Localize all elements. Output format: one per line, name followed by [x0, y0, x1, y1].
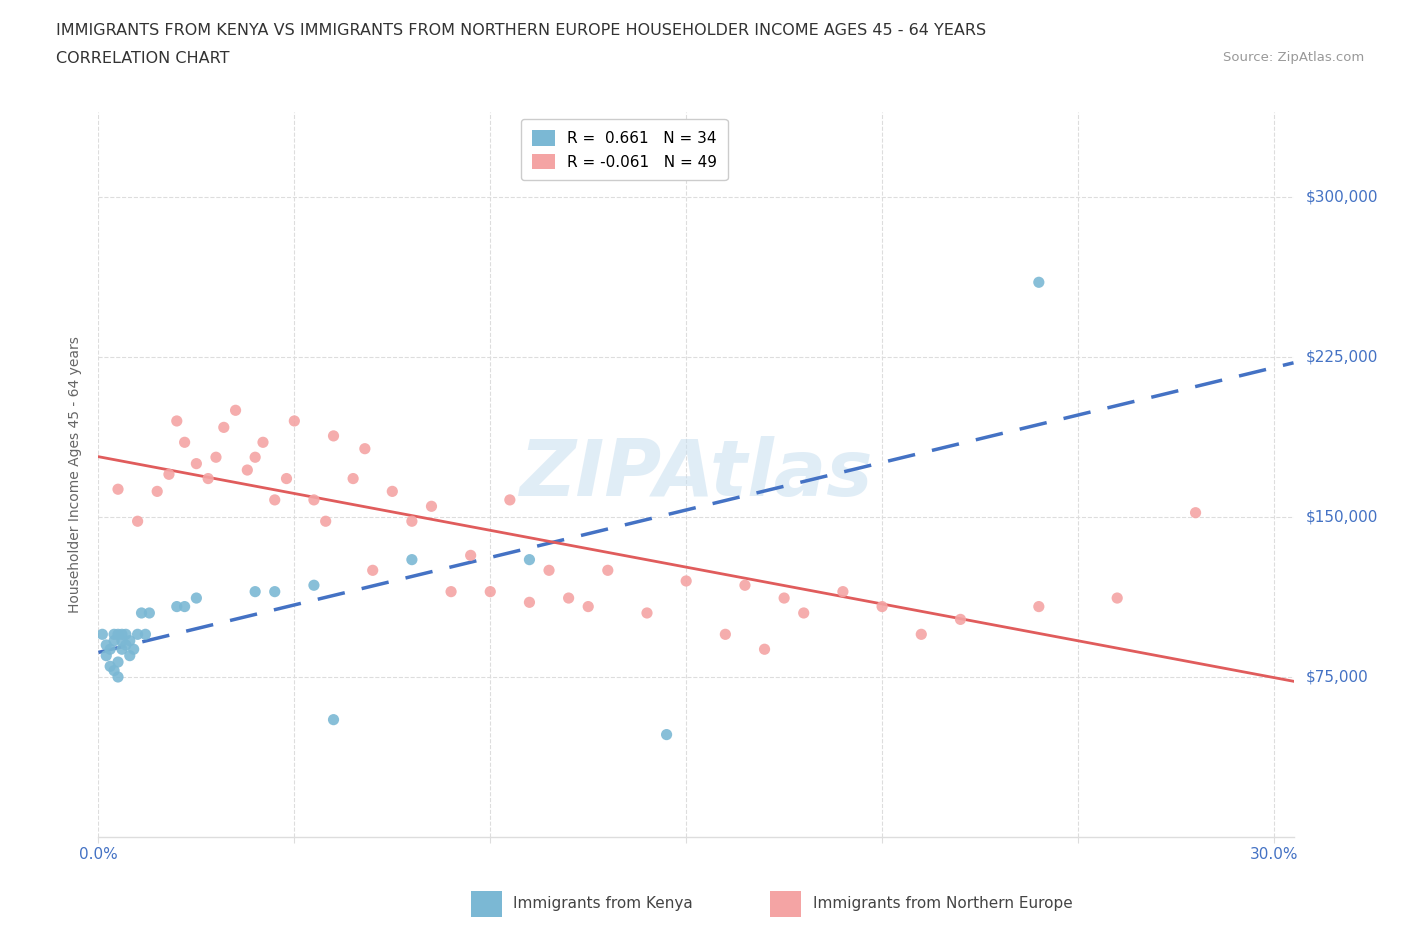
Point [212, 420, 235, 435]
Point [252, 435, 274, 450]
Point [96, 638, 118, 653]
Point [111, 627, 134, 642]
Text: $150,000: $150,000 [1305, 510, 1378, 525]
Point [107, 482, 129, 497]
Point [381, 484, 404, 498]
Point [519, 552, 541, 567]
Point [91, 627, 114, 642]
Point [315, 513, 337, 528]
Point [832, 584, 855, 599]
Point [1028, 599, 1050, 614]
Text: $75,000: $75,000 [1305, 670, 1368, 684]
Point [460, 548, 482, 563]
Point [173, 599, 195, 614]
Point [127, 627, 149, 642]
Point [111, 642, 134, 657]
Text: CORRELATION CHART: CORRELATION CHART [56, 51, 229, 66]
Point [118, 633, 141, 648]
Text: $300,000: $300,000 [1305, 190, 1378, 205]
Point [870, 599, 893, 614]
Point [440, 584, 463, 599]
Point [793, 605, 815, 620]
Point [115, 627, 138, 642]
Point [714, 627, 737, 642]
Point [138, 605, 160, 620]
Point [354, 441, 377, 456]
Point [596, 563, 619, 578]
Point [107, 627, 129, 642]
Point [636, 605, 658, 620]
Legend: R =  0.661   N = 34, R = -0.061   N = 49: R = 0.661 N = 34, R = -0.061 N = 49 [522, 119, 727, 180]
Point [499, 493, 522, 508]
Point [655, 727, 678, 742]
Point [122, 642, 145, 657]
Point [146, 484, 169, 498]
Point [302, 578, 325, 592]
Point [186, 591, 208, 605]
Point [166, 414, 188, 429]
Point [675, 574, 697, 589]
Point [322, 429, 344, 444]
Point [361, 563, 384, 578]
Point [96, 648, 118, 663]
Point [103, 627, 125, 642]
Point [111, 633, 134, 648]
Point [401, 513, 423, 528]
Point [98, 642, 121, 657]
Point [537, 563, 560, 578]
Point [98, 658, 121, 673]
Point [557, 591, 579, 605]
Text: Immigrants from Kenya: Immigrants from Kenya [513, 897, 693, 911]
Point [166, 599, 188, 614]
Point [1107, 591, 1129, 605]
Point [734, 578, 756, 592]
Point [910, 627, 932, 642]
Text: $225,000: $225,000 [1305, 350, 1378, 365]
Point [263, 584, 285, 599]
Point [197, 472, 219, 486]
Point [107, 670, 129, 684]
Point [118, 648, 141, 663]
Point [479, 584, 502, 599]
Point [276, 472, 298, 486]
Point [103, 663, 125, 678]
Point [127, 513, 149, 528]
Text: ZIPAtlas: ZIPAtlas [519, 436, 873, 512]
Point [949, 612, 972, 627]
Point [342, 472, 364, 486]
Point [134, 627, 156, 642]
Point [236, 462, 259, 477]
Point [519, 595, 541, 610]
Point [754, 642, 776, 657]
Point [186, 457, 208, 472]
Point [103, 633, 125, 648]
Point [107, 655, 129, 670]
Point [322, 712, 344, 727]
Point [1028, 275, 1050, 290]
Point [302, 493, 325, 508]
Text: Immigrants from Northern Europe: Immigrants from Northern Europe [813, 897, 1073, 911]
Y-axis label: Householder Income Ages 45 - 64 years: Householder Income Ages 45 - 64 years [69, 336, 83, 613]
Point [243, 450, 266, 465]
Point [131, 605, 153, 620]
Point [205, 450, 228, 465]
Point [115, 638, 138, 653]
Point [420, 498, 443, 513]
Point [576, 599, 599, 614]
Text: IMMIGRANTS FROM KENYA VS IMMIGRANTS FROM NORTHERN EUROPE HOUSEHOLDER INCOME AGES: IMMIGRANTS FROM KENYA VS IMMIGRANTS FROM… [56, 23, 987, 38]
Point [1184, 505, 1206, 520]
Point [283, 414, 305, 429]
Point [263, 493, 285, 508]
Point [401, 552, 423, 567]
Text: Source: ZipAtlas.com: Source: ZipAtlas.com [1223, 51, 1364, 64]
Point [225, 403, 247, 418]
Point [157, 467, 180, 482]
Point [773, 591, 796, 605]
Point [243, 584, 266, 599]
Point [173, 435, 195, 450]
